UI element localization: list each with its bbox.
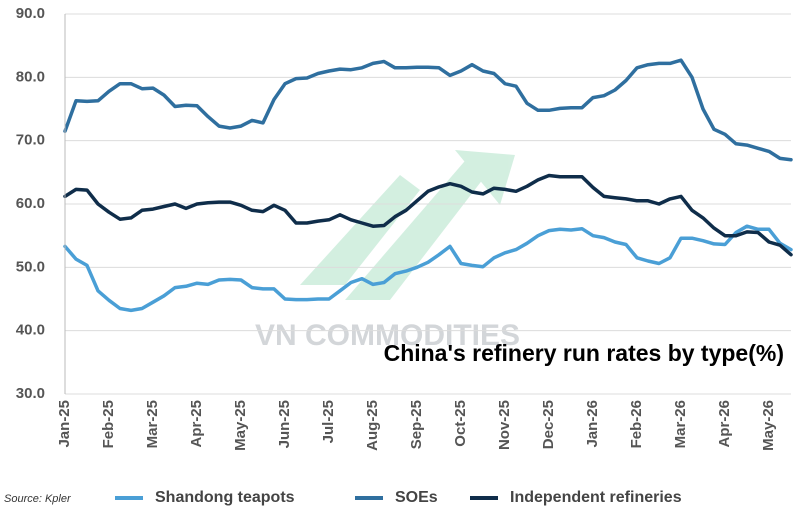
- x-tick-label: Jan-25: [56, 400, 73, 448]
- watermark: VN COMMODITIES: [255, 319, 520, 352]
- legend-label: Shandong teapots: [155, 489, 295, 506]
- x-tick-label: Nov-25: [496, 400, 513, 450]
- x-tick-label: Aug-25: [364, 400, 381, 451]
- x-tick-label: Mar-25: [144, 400, 161, 448]
- x-tick-label: Oct-25: [452, 400, 469, 447]
- series-line: [63, 173, 793, 257]
- y-tick-label: 90.0: [16, 5, 45, 22]
- y-tick-label: 80.0: [16, 68, 45, 85]
- x-tick-label: Apr-25: [188, 400, 205, 448]
- lines: [63, 58, 793, 313]
- x-tick-label: May-26: [760, 400, 777, 451]
- legend-label: SOEs: [395, 489, 438, 506]
- x-tick-label: Jul-25: [320, 400, 337, 443]
- x-tick-label: Sep-25: [408, 400, 425, 449]
- x-tick-label: Feb-25: [100, 400, 117, 448]
- legend-label: Independent refineries: [510, 489, 682, 506]
- x-tick-label: Feb-26: [628, 400, 645, 448]
- watermark-logo: [300, 150, 515, 300]
- x-tick-label: Jan-26: [584, 400, 601, 448]
- y-tick-label: 30.0: [16, 385, 45, 402]
- series-line: [63, 224, 793, 313]
- x-tick-label: Dec-25: [540, 400, 557, 449]
- chart-title: China's refinery run rates by type(%): [384, 340, 784, 366]
- source: Source: Kpler: [4, 493, 72, 505]
- y-tick-label: 40.0: [16, 322, 45, 339]
- x-tick-label: Apr-26: [716, 400, 733, 448]
- axes: 30.0 40.0 50.0 60.0 70.0 80.0 90.0 Jan-25 Feb-25…: [16, 5, 777, 451]
- series-line: [63, 58, 793, 162]
- x-tick-label: Mar-26: [672, 400, 689, 448]
- legend: Shandong teapots SOEs Independent refineri…: [115, 489, 682, 506]
- x-tick-label: Jun-25: [276, 400, 293, 448]
- grid: [65, 13, 791, 395]
- y-tick-label: 50.0: [16, 258, 45, 275]
- y-tick-label: 70.0: [16, 132, 45, 149]
- x-tick-label: May-25: [232, 400, 249, 451]
- y-tick-label: 60.0: [16, 195, 45, 212]
